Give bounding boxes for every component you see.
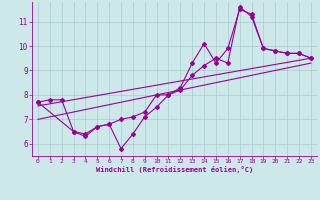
X-axis label: Windchill (Refroidissement éolien,°C): Windchill (Refroidissement éolien,°C) bbox=[96, 166, 253, 173]
